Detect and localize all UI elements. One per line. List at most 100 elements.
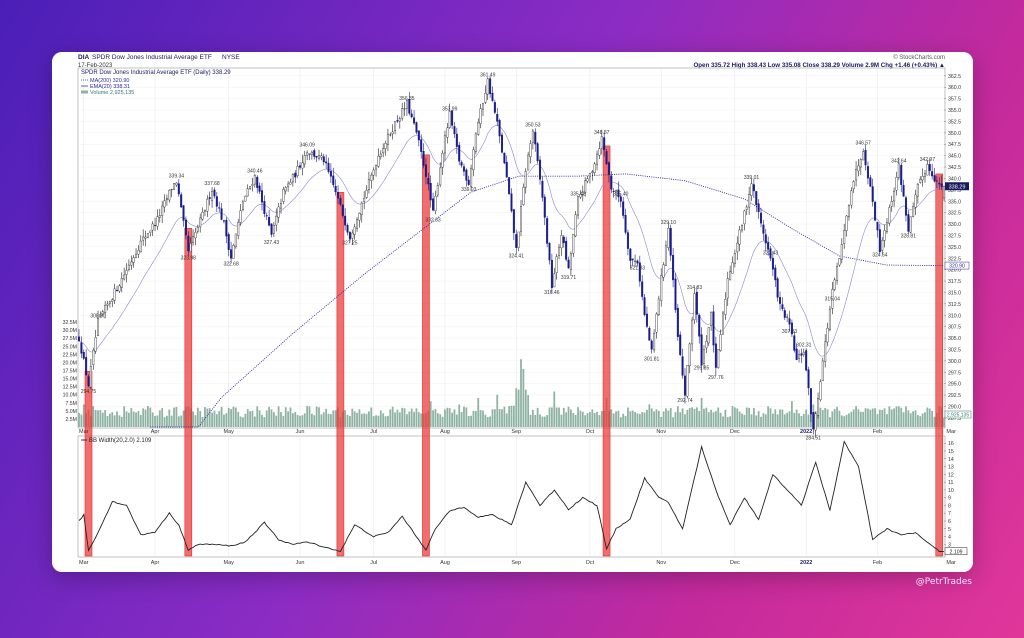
volume-bar <box>503 406 506 427</box>
price-candle <box>327 162 330 172</box>
volume-bar <box>736 408 739 427</box>
volume-bar <box>182 410 185 427</box>
peak-label: 348.87 <box>594 130 610 136</box>
ema20-line <box>78 124 945 357</box>
volume-bar <box>108 413 111 427</box>
volume-bar <box>375 415 377 427</box>
price-candle <box>144 236 147 239</box>
volume-bar <box>641 412 644 427</box>
peak-label: 327.25 <box>342 241 358 247</box>
highlight-column <box>336 192 345 557</box>
price-candle <box>360 202 363 215</box>
volume-bar <box>871 408 874 427</box>
volume-bar <box>755 415 758 427</box>
bbw-tag-box <box>944 547 968 556</box>
price-candle <box>817 398 820 416</box>
volume-bar <box>201 416 204 427</box>
price-candle <box>674 278 677 310</box>
volume-bar <box>351 408 354 427</box>
peak-label: 337.68 <box>204 181 220 187</box>
volume-bar <box>358 409 361 427</box>
volume-bar <box>137 411 140 427</box>
price-tick-label: 330.0 <box>948 222 961 228</box>
volume-bar <box>434 409 437 427</box>
peak-label: 327.43 <box>264 240 280 246</box>
price-candle <box>356 219 359 229</box>
volume-bar <box>175 406 178 427</box>
volume-bar <box>617 410 620 427</box>
volume-bar <box>883 408 886 427</box>
volume-bar <box>705 407 708 427</box>
volume-bar <box>574 415 577 427</box>
volume-bar <box>570 409 572 427</box>
price-candle <box>838 258 841 266</box>
volume-bar <box>408 411 411 427</box>
price-candle <box>643 297 646 315</box>
price-candle <box>432 198 435 211</box>
volume-bar <box>598 415 601 427</box>
price-candle <box>448 111 451 128</box>
volume-bar <box>565 412 568 427</box>
volume-bar <box>441 416 444 427</box>
price-candle <box>234 233 237 248</box>
price-candle <box>322 156 325 163</box>
volume-bar <box>733 407 736 427</box>
price-candle <box>619 196 622 202</box>
price-candle <box>541 180 544 198</box>
volume-bar <box>147 406 149 427</box>
volume-bar <box>230 409 232 427</box>
volume-bar <box>857 409 860 427</box>
bbw-tick-label: 5 <box>948 527 951 533</box>
volume-bar <box>253 416 256 427</box>
volume-bar <box>676 406 679 427</box>
price-candle <box>410 113 413 118</box>
peak-label: 339.01 <box>744 175 760 181</box>
ema20-path <box>78 124 945 357</box>
price-candle <box>596 153 599 165</box>
price-candle <box>916 183 919 197</box>
price-candle <box>372 169 375 176</box>
price-candle <box>253 175 256 185</box>
volume-bar <box>242 417 244 427</box>
price-candle <box>622 201 625 216</box>
volume-bar <box>220 406 223 427</box>
volume-bar <box>144 409 147 427</box>
volume-bar <box>631 410 634 427</box>
price-candle <box>577 196 580 216</box>
volume-bar <box>166 415 168 427</box>
volume-bar <box>729 416 732 427</box>
volume-bar <box>192 411 194 427</box>
volume-bar <box>886 414 888 427</box>
volume-bar <box>769 408 772 427</box>
price-candle <box>272 225 275 234</box>
volume-bar <box>125 411 128 427</box>
price-candle <box>365 190 368 198</box>
volume-bar <box>662 411 665 427</box>
price-tick-label: 342.5 <box>948 165 961 171</box>
volume-bar <box>750 414 753 427</box>
volume-bar <box>531 409 534 427</box>
price-candle <box>705 341 708 349</box>
volume-bar <box>225 413 228 427</box>
volume-bar <box>92 406 95 427</box>
price-candle <box>334 186 337 193</box>
volume-bar <box>916 415 919 427</box>
volume-axis: 32.5M 30.0M 27.5M 25.0M 22.5M 20.0M 17.5M 15.0M… <box>63 320 77 423</box>
price-candle <box>505 161 508 178</box>
highlight-column <box>184 228 193 557</box>
price-candle <box>691 319 694 345</box>
price-candle <box>306 152 309 156</box>
volume-tick-label: 32.5M <box>63 320 77 326</box>
volume-bar <box>272 412 275 427</box>
bb-width-line <box>78 440 945 553</box>
price-candle <box>607 162 610 175</box>
price-candle <box>717 349 720 368</box>
bbw-tick-label: 8 <box>948 503 951 509</box>
volume-bar <box>116 411 118 427</box>
volume-bar <box>714 411 717 427</box>
volume-bar <box>840 415 843 427</box>
price-candle <box>315 155 318 158</box>
price-candle <box>588 172 591 178</box>
volume-bar <box>864 408 867 427</box>
